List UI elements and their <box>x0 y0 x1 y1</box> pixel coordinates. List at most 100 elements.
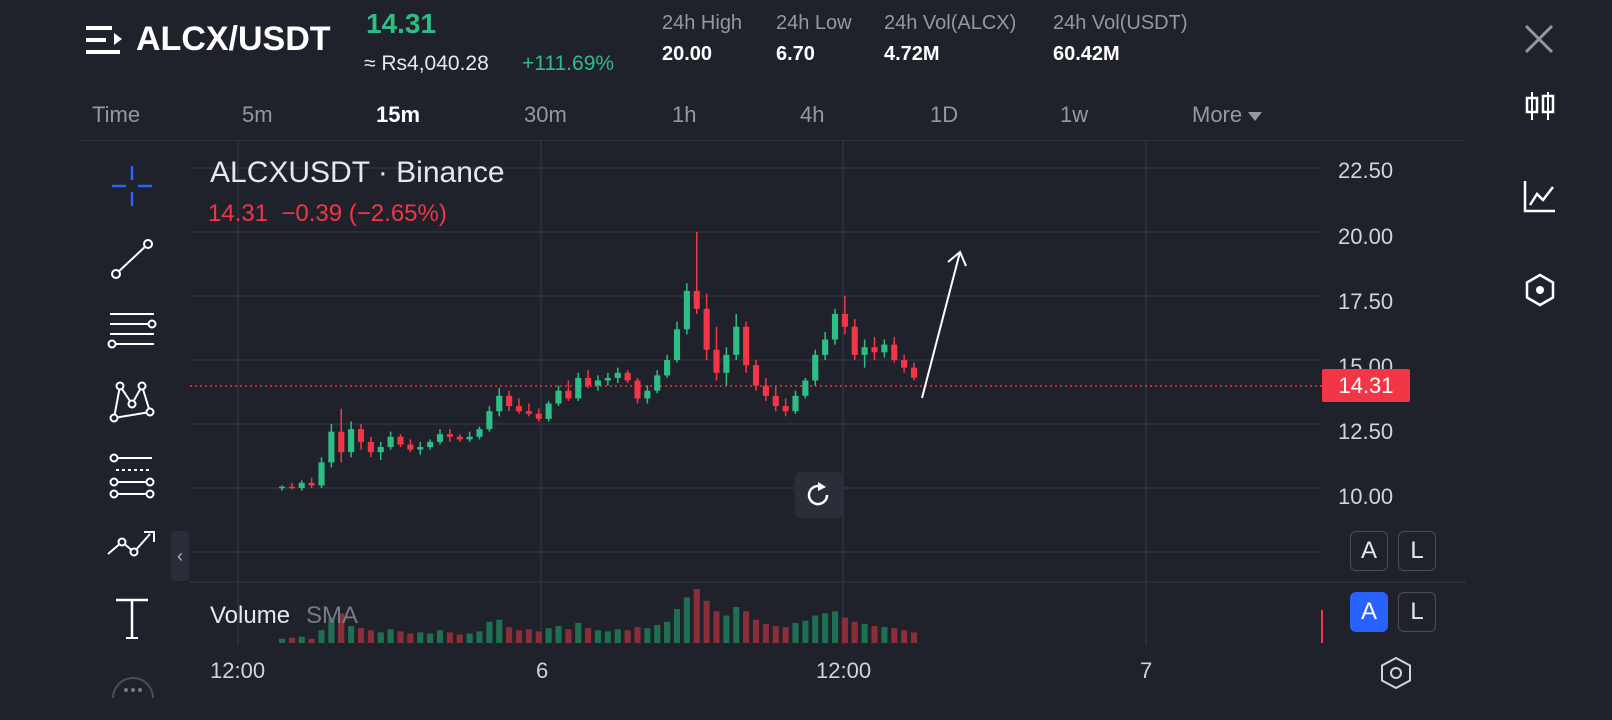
fib-retracement-icon[interactable] <box>104 306 160 358</box>
last-price: 14.31 <box>366 8 437 39</box>
volume-bar <box>367 630 374 643</box>
candle-body <box>841 313 848 327</box>
volume-bar <box>792 622 799 643</box>
candle-body <box>723 354 730 373</box>
candle-body <box>525 411 532 414</box>
volume-bar <box>703 600 710 643</box>
volume-bar <box>397 631 404 643</box>
volume-bar <box>654 625 661 643</box>
projection-arrow <box>921 251 961 399</box>
candle-body <box>565 390 572 399</box>
time-axis-label: 6 <box>536 658 549 683</box>
tab-time[interactable]: Time <box>92 102 141 127</box>
price-change-percent: +111.69% <box>522 52 615 75</box>
tab-1d[interactable]: 1D <box>930 102 959 127</box>
chevron-down-icon <box>1248 111 1263 121</box>
candle-body <box>357 429 365 442</box>
candle-body <box>683 290 690 330</box>
price-axis-label: 20.00 <box>1338 224 1394 249</box>
pattern-icon[interactable] <box>104 376 160 428</box>
volume-log-scale-button[interactable]: L <box>1398 592 1436 632</box>
candle-body <box>367 441 374 453</box>
candle-body <box>545 403 552 419</box>
indicators-icon[interactable] <box>1522 178 1558 214</box>
volume-bar <box>624 630 631 643</box>
candle-body <box>831 313 839 340</box>
candle-body <box>348 429 355 453</box>
tab-more[interactable]: More <box>1192 102 1263 128</box>
chart-settings-icon[interactable] <box>1378 656 1414 690</box>
candle-body <box>624 372 631 381</box>
candlestick-icon[interactable] <box>1522 88 1558 124</box>
reset-chart-button[interactable] <box>795 472 843 518</box>
time-axis-label: 7 <box>1140 658 1153 683</box>
more-label: More <box>1192 102 1243 127</box>
text-tool-icon[interactable] <box>104 592 160 644</box>
auto-scale-button[interactable]: A <box>1350 531 1388 571</box>
volume-bar <box>604 631 611 643</box>
volume-bar <box>506 627 513 643</box>
stat-24h-low: 24h Low 6.70 <box>776 12 852 66</box>
stat-value: 4.72M <box>884 43 940 65</box>
tab-1w[interactable]: 1w <box>1060 102 1089 127</box>
brush-path-icon[interactable] <box>104 520 160 572</box>
candle-body <box>318 462 325 486</box>
tab-30m[interactable]: 30m <box>524 102 567 127</box>
hexagon-settings-icon[interactable] <box>1522 272 1558 308</box>
candle-body <box>851 326 858 355</box>
price-axis-label: 22.50 <box>1338 158 1394 183</box>
time-axis-label: 12:00 <box>210 658 266 683</box>
crosshair-icon[interactable] <box>104 160 160 212</box>
pair-title[interactable]: ALCX/USDT <box>136 20 331 58</box>
candle-body <box>772 395 779 407</box>
volume-bar <box>476 631 483 643</box>
volume-bar <box>871 626 878 643</box>
volume-bar <box>881 627 888 643</box>
stat-24h-high: 24h High 20.00 <box>662 12 742 66</box>
collapse-toolbar-button[interactable]: ‹ <box>171 531 189 581</box>
candle-body <box>466 436 473 440</box>
candle-body <box>644 390 651 399</box>
tab-5m[interactable]: 5m <box>242 102 273 127</box>
volume-bar <box>585 628 592 643</box>
tab-1h[interactable]: 1h <box>672 102 697 127</box>
volume-bar <box>762 623 769 643</box>
volume-bar <box>348 626 355 643</box>
volume-bar <box>387 629 394 643</box>
candle-body <box>456 436 463 440</box>
volume-bar <box>861 623 868 643</box>
candle-body <box>891 344 898 360</box>
volume-bar <box>486 621 493 643</box>
timeframe-bar: Time 5m 15m 30m 1h 4h 1D 1w More <box>80 92 1466 141</box>
candle-body <box>338 431 345 453</box>
candle-body <box>387 436 394 448</box>
stat-label: 24h High <box>662 12 743 34</box>
volume-bar <box>594 630 602 643</box>
log-scale-button[interactable]: L <box>1398 531 1436 571</box>
volume-auto-scale-button[interactable]: A <box>1350 592 1388 632</box>
volume-bar <box>693 589 700 643</box>
more-tools-icon[interactable] <box>110 668 156 698</box>
reset-icon <box>807 482 829 506</box>
volume-bar <box>664 621 671 643</box>
volume-bar <box>841 617 848 643</box>
volume-bar <box>683 597 690 643</box>
close-icon[interactable] <box>1522 22 1556 56</box>
candle-body <box>743 326 750 366</box>
price-axis-label: 10.00 <box>1338 484 1394 509</box>
volume-bar <box>535 631 542 643</box>
menu-icon[interactable] <box>86 24 122 56</box>
candle-body <box>476 429 483 437</box>
tab-15m[interactable]: 15m <box>376 102 421 127</box>
tab-4h[interactable]: 4h <box>800 102 825 127</box>
candle-body <box>486 411 493 430</box>
stat-label: 24h Vol(ALCX) <box>884 12 1017 34</box>
trend-line-icon[interactable] <box>104 234 160 286</box>
volume-bar <box>525 629 532 643</box>
candle-body <box>585 377 592 386</box>
candle-body <box>436 434 444 442</box>
volume-bar <box>377 632 384 643</box>
prediction-icon[interactable] <box>104 450 160 502</box>
candle-body <box>871 347 878 353</box>
